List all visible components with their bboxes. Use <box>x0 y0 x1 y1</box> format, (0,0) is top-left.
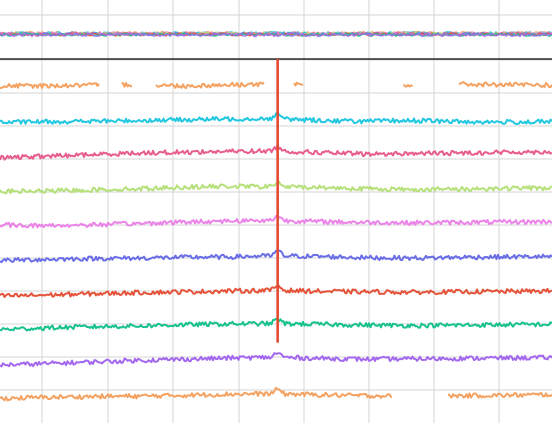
series-line-2 <box>0 143 552 161</box>
series-line-6 <box>0 285 552 298</box>
series-line-7 <box>0 317 552 332</box>
series-line-0 <box>0 81 552 90</box>
series-line-9 <box>0 386 552 402</box>
series-line-4 <box>0 214 552 229</box>
series-line-5 <box>0 249 552 264</box>
series-lanes <box>0 81 552 402</box>
series-line-1 <box>0 110 552 125</box>
series-line-3 <box>0 180 552 195</box>
overview-series-8 <box>0 32 552 38</box>
overview-strip <box>0 30 552 38</box>
series-line-8 <box>0 352 552 368</box>
